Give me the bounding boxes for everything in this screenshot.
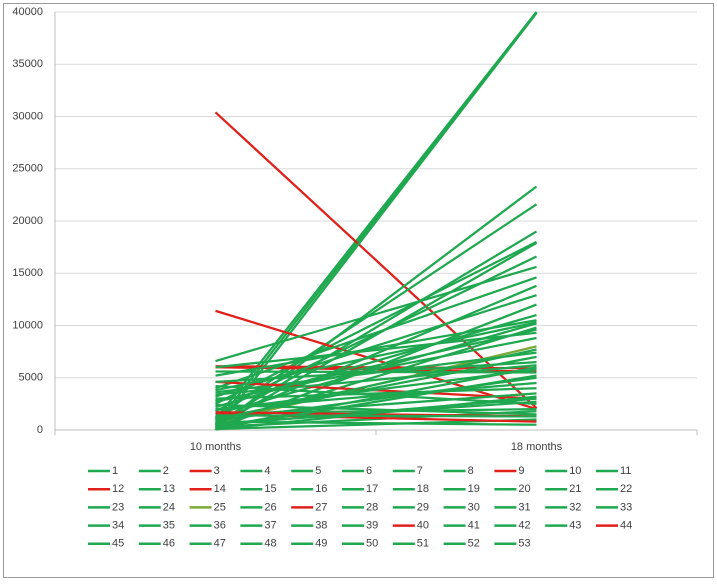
- legend-label: 4: [264, 465, 270, 477]
- legend-label: 23: [112, 501, 124, 513]
- series-line: [215, 387, 537, 400]
- series-line: [215, 331, 537, 369]
- series-line: [214, 11, 538, 421]
- y-tick-label: 0: [37, 424, 43, 436]
- x-tick-label: 10 months: [190, 441, 242, 453]
- y-tick-label: 40000: [12, 6, 43, 18]
- legend-label: 33: [620, 501, 632, 513]
- legend-label: 9: [518, 465, 524, 477]
- legend-label: 34: [112, 520, 124, 532]
- series-line: [215, 374, 537, 430]
- series-line: [214, 203, 538, 419]
- legend-label: 1: [112, 465, 118, 477]
- series-line: [215, 403, 537, 416]
- legend-label: 53: [518, 538, 530, 550]
- legend-label: 29: [417, 501, 429, 513]
- legend-label: 20: [518, 483, 530, 495]
- legend-label: 31: [518, 501, 530, 513]
- legend-label: 25: [214, 501, 226, 513]
- legend-label: 21: [569, 483, 581, 495]
- legend-label: 14: [214, 483, 226, 495]
- legend-label: 8: [468, 465, 474, 477]
- legend-label: 35: [163, 520, 175, 532]
- series-line: [215, 368, 537, 412]
- series-line: [215, 370, 537, 374]
- legend-label: 52: [468, 538, 480, 550]
- legend-label: 28: [366, 501, 378, 513]
- legend-label: 17: [366, 483, 378, 495]
- legend-label: 32: [569, 501, 581, 513]
- series-line: [215, 366, 537, 430]
- legend-label: 22: [620, 483, 632, 495]
- legend-label: 11: [620, 465, 631, 477]
- legend-label: 41: [468, 520, 480, 532]
- legend-label: 49: [315, 538, 327, 550]
- legend-label: 50: [366, 538, 378, 550]
- legend-label: 27: [315, 501, 327, 513]
- series-line: [215, 265, 537, 363]
- series-line: [215, 414, 537, 418]
- legend-label: 39: [366, 520, 378, 532]
- legend-label: 6: [366, 465, 372, 477]
- legend-label: 12: [112, 483, 124, 495]
- series-line: [215, 348, 537, 421]
- series-line: [215, 321, 537, 392]
- legend-label: 47: [214, 538, 226, 550]
- legend-label: 26: [264, 501, 276, 513]
- legend-label: 19: [468, 483, 480, 495]
- legend-label: 24: [163, 501, 175, 513]
- legend-label: 45: [112, 538, 124, 550]
- series-line: [215, 276, 537, 390]
- series-line: [214, 185, 538, 429]
- series-line: [215, 395, 537, 431]
- series-line: [215, 420, 537, 426]
- legend-label: 36: [214, 520, 226, 532]
- y-tick-label: 35000: [12, 58, 43, 70]
- legend-label: 48: [264, 538, 276, 550]
- legend-label: 42: [518, 520, 530, 532]
- legend-label: 46: [163, 538, 175, 550]
- legend-label: 15: [264, 483, 276, 495]
- chart-border: [3, 3, 714, 578]
- legend-label: 44: [620, 520, 632, 532]
- legend-label: 7: [417, 465, 423, 477]
- legend-label: 3: [214, 465, 220, 477]
- legend-label: 40: [417, 520, 429, 532]
- y-tick-label: 5000: [19, 372, 43, 384]
- series-line: [215, 319, 537, 377]
- legend-label: 16: [315, 483, 327, 495]
- y-tick-label: 25000: [12, 163, 43, 175]
- y-tick-label: 10000: [12, 319, 43, 331]
- legend-label: 2: [163, 465, 169, 477]
- legend-label: 13: [163, 483, 175, 495]
- y-tick-label: 30000: [12, 110, 43, 122]
- legend-label: 30: [468, 501, 480, 513]
- y-tick-label: 15000: [12, 267, 43, 279]
- legend-label: 5: [315, 465, 321, 477]
- x-tick-label: 18 months: [511, 441, 563, 453]
- legend-label: 10: [569, 465, 581, 477]
- y-tick-label: 20000: [12, 215, 43, 227]
- legend-label: 18: [417, 483, 429, 495]
- legend-label: 43: [569, 520, 581, 532]
- legend-label: 51: [417, 538, 429, 550]
- legend-label: 38: [315, 520, 327, 532]
- legend-label: 37: [264, 520, 276, 532]
- series-line: [215, 328, 537, 403]
- series-line: [214, 240, 538, 405]
